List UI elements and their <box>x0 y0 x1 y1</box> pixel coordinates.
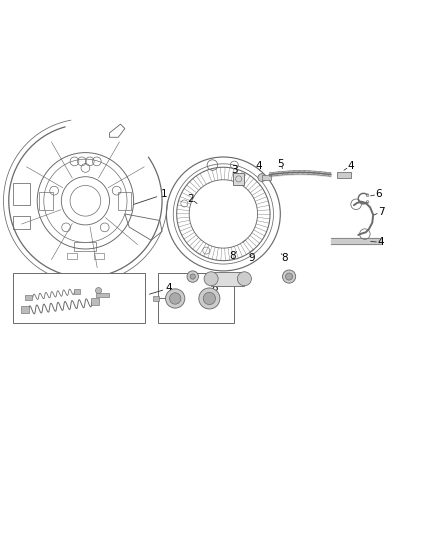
Text: 6: 6 <box>375 189 382 199</box>
Bar <box>74 289 80 294</box>
Bar <box>337 172 351 178</box>
Text: 8: 8 <box>281 253 288 263</box>
Circle shape <box>170 293 181 304</box>
Bar <box>211 272 244 286</box>
Text: 4: 4 <box>255 161 262 171</box>
Bar <box>21 306 29 313</box>
Bar <box>25 295 32 300</box>
Text: 2: 2 <box>187 193 194 204</box>
Circle shape <box>237 272 251 286</box>
Bar <box>233 173 244 184</box>
Circle shape <box>204 272 218 286</box>
Text: 7: 7 <box>378 207 385 217</box>
Circle shape <box>166 289 185 308</box>
Text: 5: 5 <box>277 159 284 168</box>
Circle shape <box>283 270 296 283</box>
Bar <box>13 273 145 324</box>
Text: 4: 4 <box>347 161 354 171</box>
Bar <box>67 253 77 259</box>
Text: 4: 4 <box>165 284 172 293</box>
Bar <box>158 273 234 324</box>
Bar <box>262 175 271 180</box>
Bar <box>153 296 159 301</box>
Circle shape <box>199 288 220 309</box>
Text: 8: 8 <box>229 251 236 261</box>
Circle shape <box>203 292 215 304</box>
Text: 1: 1 <box>161 189 168 199</box>
Bar <box>91 298 99 305</box>
Text: 4: 4 <box>378 237 385 247</box>
Circle shape <box>187 271 198 282</box>
Bar <box>94 253 104 259</box>
Bar <box>74 243 96 251</box>
Circle shape <box>286 273 293 280</box>
Text: 3: 3 <box>231 165 238 175</box>
Circle shape <box>258 174 266 182</box>
Bar <box>13 216 30 229</box>
Bar <box>13 183 30 205</box>
Bar <box>96 293 109 297</box>
Bar <box>39 192 53 209</box>
Text: 9: 9 <box>248 253 255 263</box>
Text: 8: 8 <box>211 284 218 293</box>
Circle shape <box>95 287 102 294</box>
Bar <box>118 192 131 209</box>
Circle shape <box>190 274 195 279</box>
